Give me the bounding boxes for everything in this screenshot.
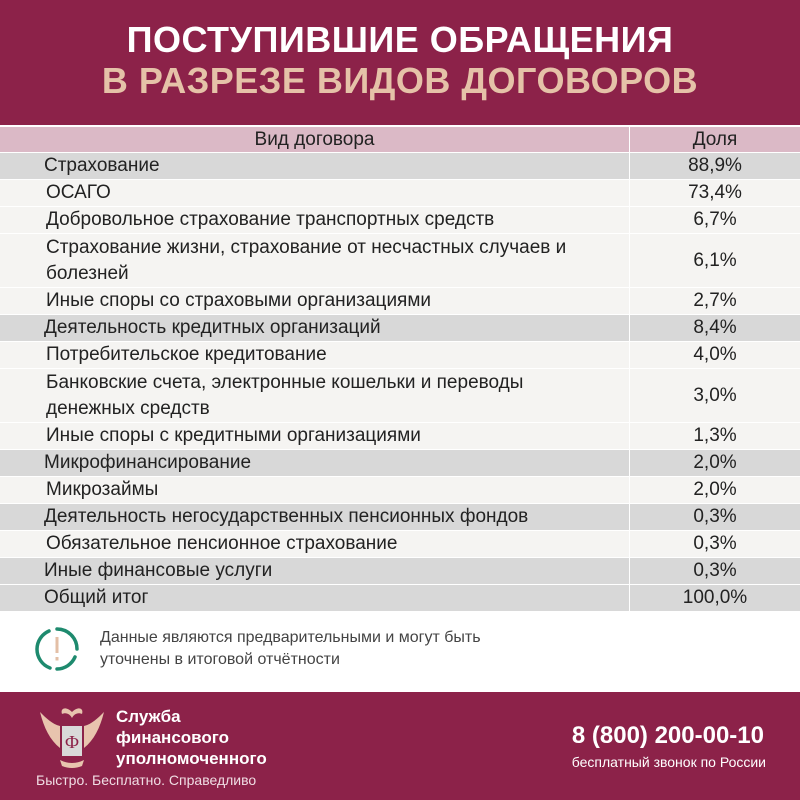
table-row: Добровольное страхование транспортных ср… — [0, 207, 800, 234]
footer: Ф Служба финансового уполномоченного Быс… — [0, 692, 800, 800]
org-name-line3: уполномоченного — [116, 749, 267, 768]
row-share: 3,0% — [693, 384, 737, 406]
table-header: Вид договора Доля — [0, 127, 800, 153]
org-name: Служба финансового уполномоченного — [116, 706, 267, 769]
row-share: 0,3% — [693, 506, 737, 527]
svg-text:Ф: Ф — [65, 732, 79, 752]
phone-number[interactable]: 8 (800) 200-00-10 — [571, 722, 764, 749]
contracts-table: Вид договора Доля Страхование 88,9% ОСАГО 7… — [0, 127, 800, 612]
row-label: Деятельность кредитных организаций — [0, 315, 630, 341]
table-row: Деятельность кредитных организаций 8,4% — [0, 315, 800, 342]
row-share: 2,0% — [693, 479, 737, 500]
table-row: Иные споры со страховыми организациями 2,… — [0, 288, 800, 315]
title-line2: В РАЗРЕЗЕ ВИДОВ ДОГОВОРОВ — [101, 60, 699, 101]
table-row: Иные споры с кредитными организациями 1,3… — [0, 423, 800, 450]
row-label: Микрозаймы — [0, 477, 630, 503]
table-row: Потребительское кредитование 4,0% — [0, 342, 800, 369]
row-share: 8,4% — [693, 317, 737, 338]
title-line1: ПОСТУПИВШИЕ ОБРАЩЕНИЯ — [126, 19, 674, 60]
row-label: ОСАГО — [0, 180, 630, 206]
row-share: 0,3% — [693, 560, 737, 581]
table-row: Обязательное пенсионное страхование 0,3% — [0, 531, 800, 558]
row-label: Потребительское кредитование — [0, 342, 630, 368]
org-name-line2: финансового — [116, 728, 230, 747]
table-row: Иные финансовые услуги 0,3% — [0, 558, 800, 585]
row-label: Банковские счета, электронные кошельки и… — [0, 369, 630, 422]
row-share: 1,3% — [693, 425, 737, 446]
row-share: 0,3% — [693, 533, 737, 554]
row-share: 100,0% — [682, 587, 748, 608]
row-share: 6,1% — [693, 249, 737, 271]
column-header-type: Вид договора — [0, 127, 630, 152]
table-row: ОСАГО 73,4% — [0, 180, 800, 207]
row-label: Микрофинансирование — [0, 450, 630, 476]
table-row: Микрозаймы 2,0% — [0, 477, 800, 504]
table-row: Микрофинансирование 2,0% — [0, 450, 800, 477]
row-label: Иные споры со страховыми организациями — [0, 288, 630, 314]
row-share: 2,0% — [693, 452, 737, 473]
row-share: 4,0% — [693, 344, 737, 365]
row-label: Иные финансовые услуги — [0, 558, 630, 584]
row-label: Обязательное пенсионное страхование — [0, 531, 630, 557]
exclamation-circle-icon — [35, 627, 79, 671]
header: ПОСТУПИВШИЕ ОБРАЩЕНИЯ В РАЗРЕЗЕ ВИДОВ ДО… — [0, 0, 800, 125]
org-name-line1: Служба — [116, 707, 181, 726]
table-row: Страхование жизни, страхование от несчас… — [0, 234, 800, 288]
row-label: Страхование — [0, 153, 630, 179]
table-row: Деятельность негосударственных пенсионны… — [0, 504, 800, 531]
table-row: Общий итог 100,0% — [0, 585, 800, 612]
column-header-share: Доля — [692, 128, 738, 150]
row-label: Страхование жизни, страхование от несчас… — [0, 234, 630, 287]
row-label: Деятельность негосударственных пенсионны… — [0, 504, 630, 530]
row-share: 88,9% — [688, 155, 742, 176]
row-share: 6,7% — [693, 209, 737, 230]
ombudsman-logo: Ф — [36, 706, 108, 777]
phone-note: бесплатный звонок по России — [571, 754, 766, 770]
row-label: Добровольное страхование транспортных ср… — [0, 207, 630, 233]
table-row: Банковские счета, электронные кошельки и… — [0, 369, 800, 423]
row-share: 2,7% — [693, 290, 737, 311]
note-text: Данные являются предварительными и могут… — [100, 629, 481, 668]
slogan: Быстро. Бесплатно. Справедливо — [36, 772, 257, 788]
row-share: 73,4% — [688, 182, 742, 203]
row-label: Иные споры с кредитными организациями — [0, 423, 630, 449]
preliminary-note: Данные являются предварительными и могут… — [34, 626, 540, 672]
table-row: Страхование 88,9% — [0, 153, 800, 180]
row-label: Общий итог — [0, 585, 630, 611]
